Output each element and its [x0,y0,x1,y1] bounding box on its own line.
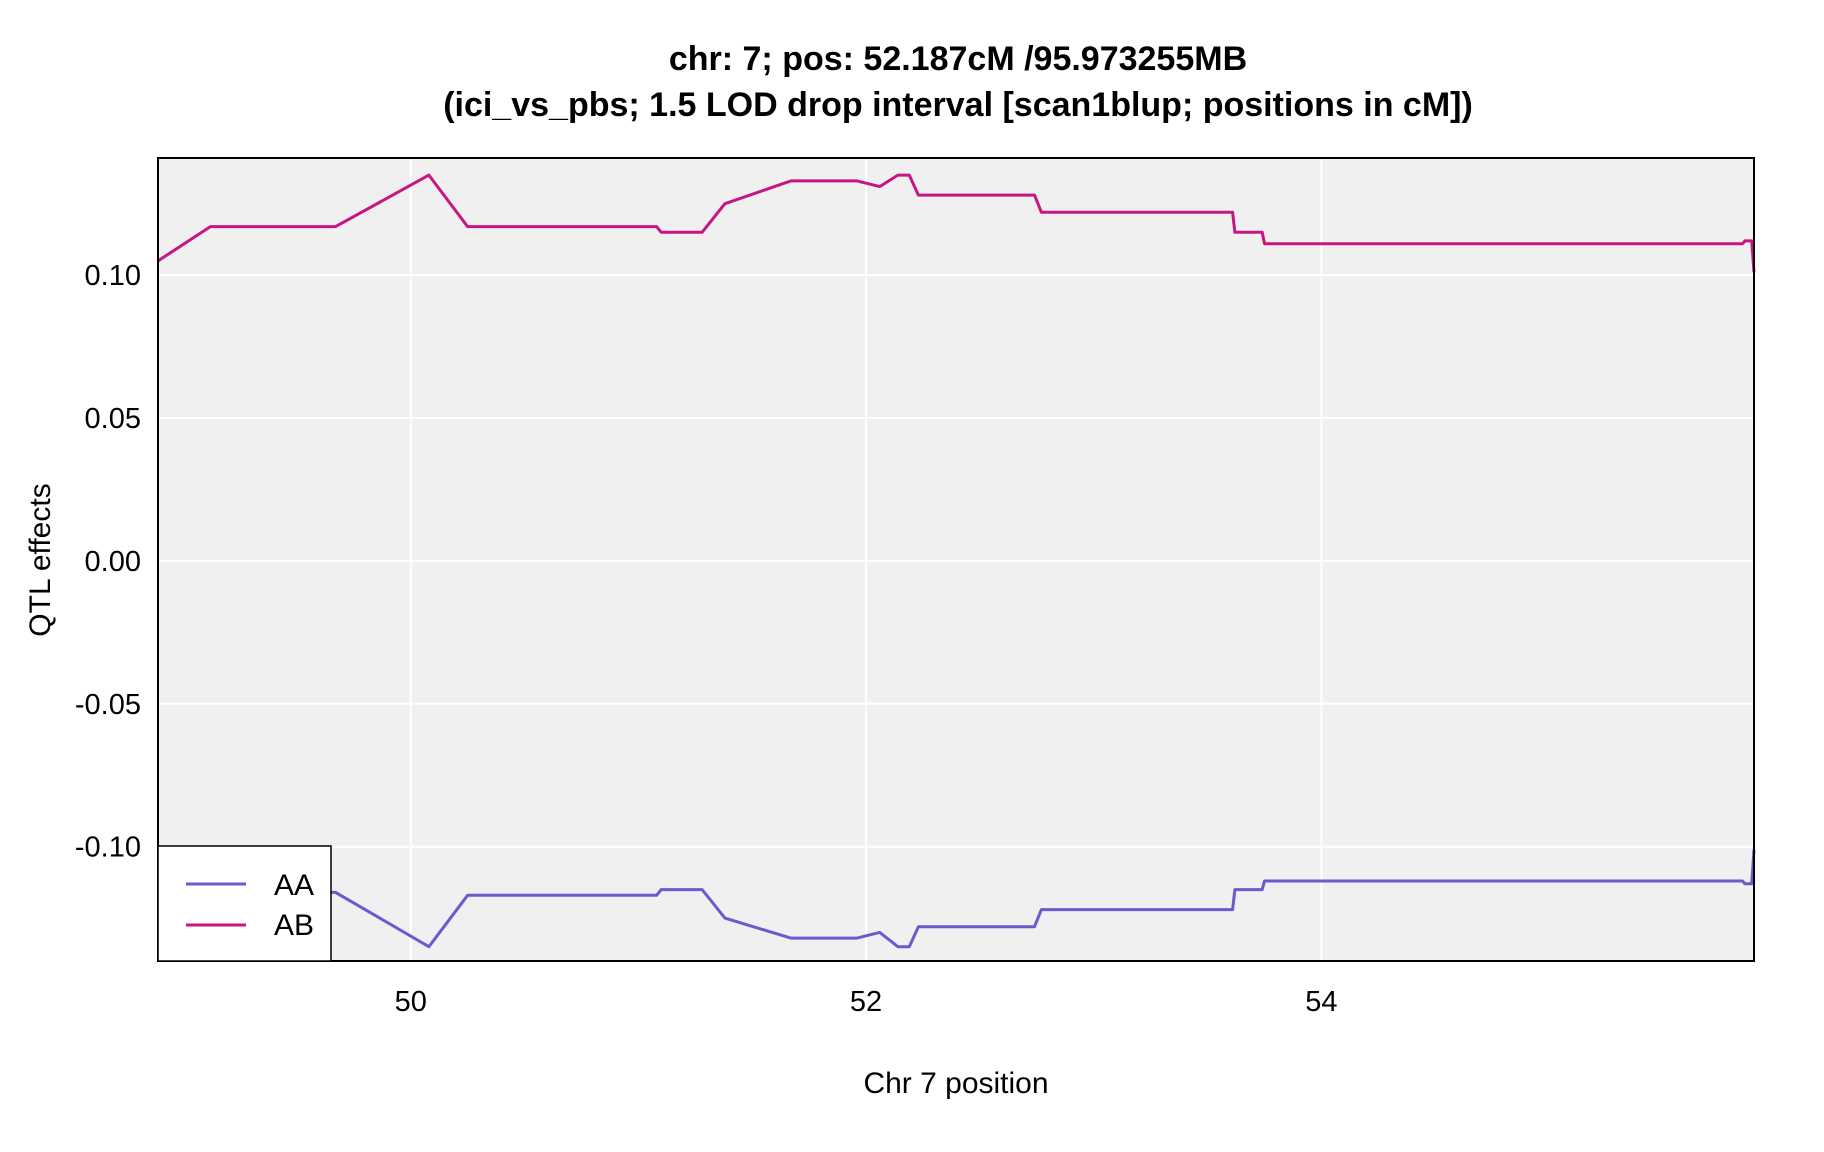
chart-title-line-1: chr: 7; pos: 52.187cM /95.973255MB [669,40,1247,78]
series-line-aa [157,849,1756,949]
x-tick-label: 52 [850,986,882,1018]
legend-label-aa: AA [274,869,314,902]
y-tick-label: 0.05 [85,403,141,435]
x-tick-label: 54 [1305,986,1337,1018]
y-axis-label: QTL effects [24,483,57,636]
plot-background [158,158,1754,961]
y-tick-label: -0.10 [75,832,141,864]
x-axis-label: Chr 7 position [863,1067,1048,1100]
chart-title-line-2: (ici_vs_pbs; 1.5 LOD drop interval [scan… [443,86,1473,124]
y-tick-label: 0.10 [85,260,141,292]
series-lines [157,173,1756,949]
plot-frame [157,157,1755,962]
axis-ticks: 50 52 54 0.10 0.05 0.00 -0.05 -0.10 [75,260,1338,1018]
y-tick-label: 0.00 [85,546,141,578]
legend-box [157,845,332,962]
grid-lines [158,158,1754,961]
series-line-ab [157,173,1756,273]
y-tick-label: -0.05 [75,689,141,721]
legend-label-ab: AB [274,909,314,942]
x-tick-label: 50 [395,986,427,1018]
legend: AA AB [157,845,332,962]
